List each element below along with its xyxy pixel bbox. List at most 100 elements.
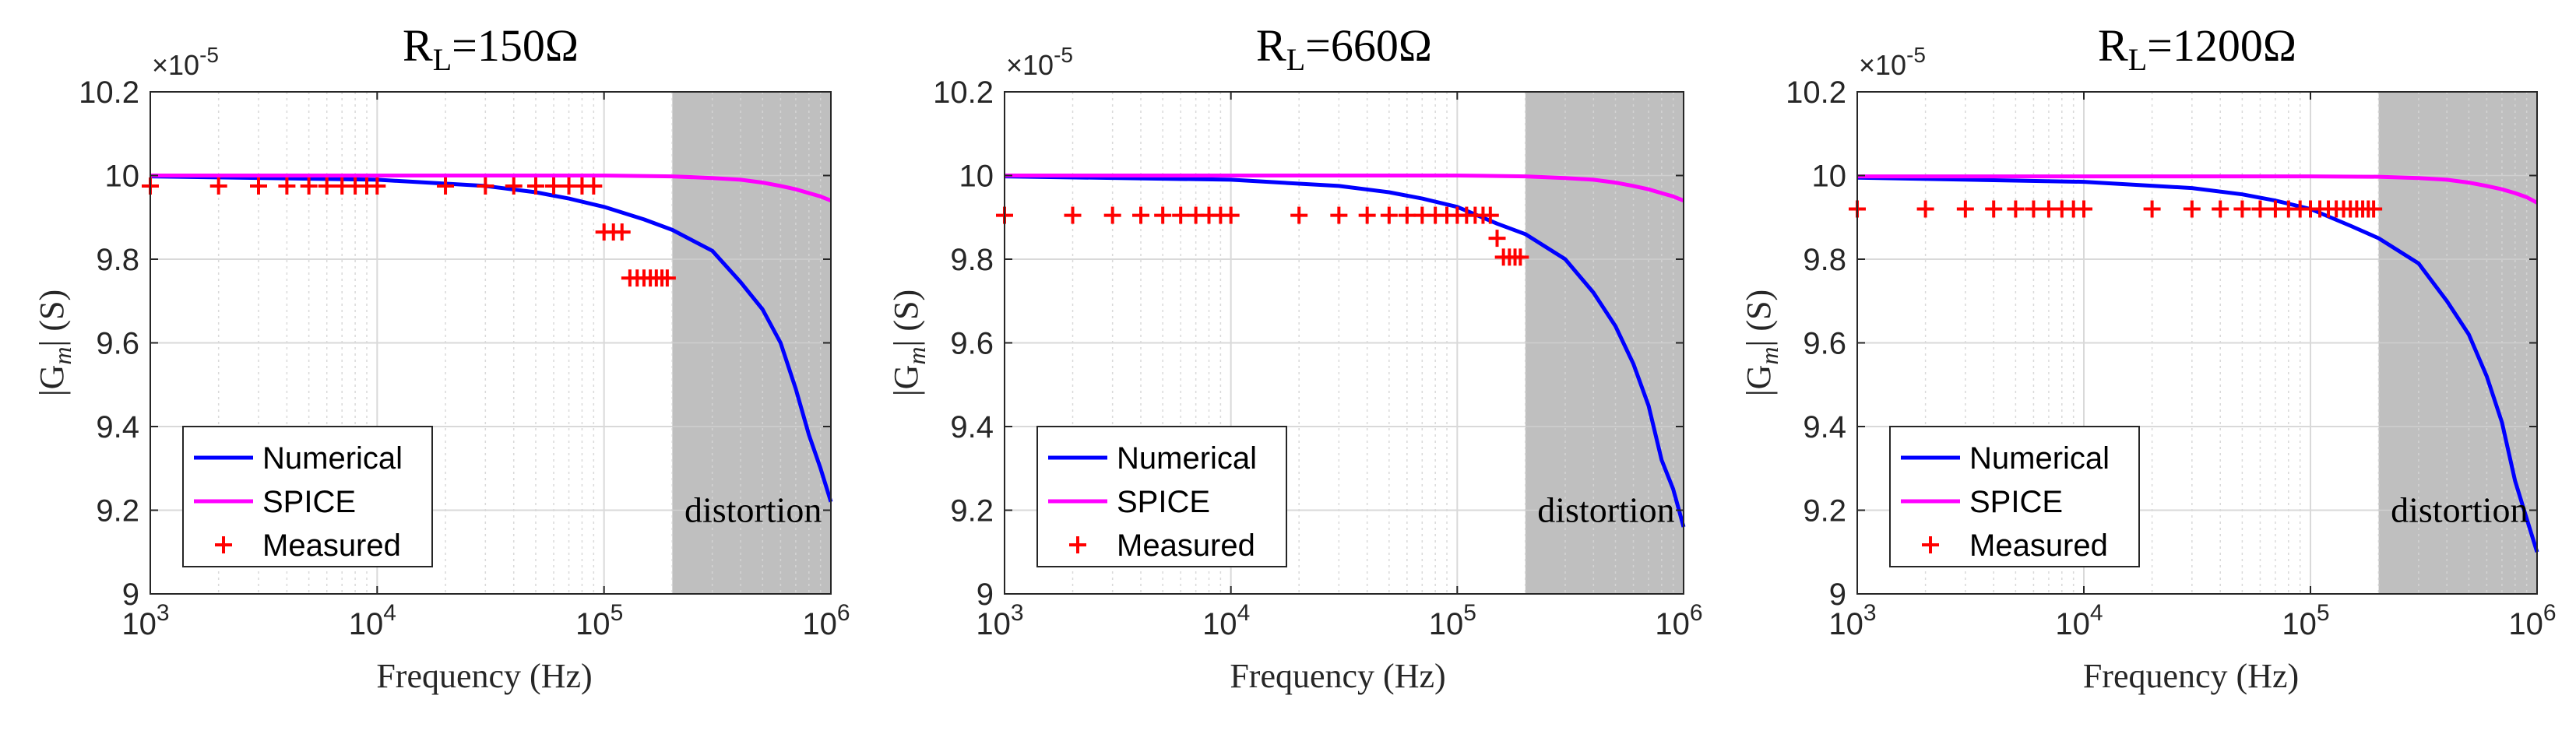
measured-marker: [2212, 200, 2229, 218]
y-axis-label: |Gm| (S): [887, 290, 931, 396]
y-tick-label: 10: [1812, 160, 1847, 194]
legend-label: Numerical: [262, 441, 403, 476]
measured-marker: [2365, 200, 2383, 218]
legend-label: Measured: [1117, 529, 1255, 563]
legend-label: Measured: [262, 529, 401, 563]
series-line-spice: [150, 174, 832, 203]
legend: Numerical SPICE Measured: [1889, 426, 2140, 567]
measured-marker: [658, 269, 676, 287]
measured-marker: [1398, 206, 1416, 224]
measured-marker: [2075, 200, 2092, 218]
x-tick-label: 104: [2055, 600, 2103, 641]
legend-label: Numerical: [1969, 441, 2110, 476]
measured-marker: [2025, 200, 2043, 218]
legend-label: SPICE: [262, 485, 356, 519]
series-line-spice: [1005, 174, 1684, 203]
measured-marker: [1131, 206, 1149, 224]
y-tick-label: 10.2: [933, 76, 994, 110]
measured-marker: [505, 177, 523, 195]
legend-entry: Numerical: [1901, 441, 2110, 476]
y-tick-label: 10.2: [79, 76, 139, 110]
y-axis-label: |Gm| (S): [33, 290, 76, 396]
measured-marker: [278, 177, 296, 195]
measured-marker: [1511, 248, 1529, 266]
legend-label: Measured: [1969, 529, 2108, 563]
measured-marker: [1488, 230, 1506, 248]
measured-marker: [1172, 206, 1190, 224]
x-tick-label: 106: [2508, 600, 2556, 641]
y-tick-label: 9.2: [96, 494, 139, 529]
series-line-numerical: [1856, 175, 2539, 553]
legend-entry: Measured: [1922, 529, 2108, 563]
series-line-numerical: [1004, 174, 1686, 528]
measured-marker: [2183, 200, 2201, 218]
measured-marker: [2143, 200, 2161, 218]
measured-marker: [1290, 206, 1308, 224]
series-line-spice: [1857, 174, 2539, 205]
measured-marker: [1330, 206, 1348, 224]
x-tick-label: 105: [575, 600, 623, 641]
measured-marker: [1064, 206, 1082, 224]
legend-entry: Measured: [215, 529, 401, 563]
y-tick-label: 9.8: [96, 243, 139, 277]
x-tick-label: 105: [1429, 600, 1476, 641]
measured-marker: [1103, 206, 1121, 224]
measured-marker: [1985, 200, 2003, 218]
x-tick-label: 103: [976, 600, 1023, 641]
y-multiplier: ×10-5: [152, 43, 219, 81]
x-tick-label: 104: [349, 600, 396, 641]
series-line-numerical: [150, 174, 833, 503]
x-tick-label: 106: [1655, 600, 1702, 641]
x-tick-label: 106: [802, 600, 850, 641]
measured-marker: [477, 177, 494, 195]
y-tick-label: 9: [977, 578, 994, 612]
y-tick-label: 9.2: [950, 494, 994, 529]
measured-marker: [1358, 206, 1376, 224]
measured-marker: [318, 177, 336, 195]
measured-marker: [1222, 206, 1240, 224]
measured-marker: [250, 177, 268, 195]
chart-title: RL=1200Ω: [2098, 20, 2296, 77]
legend-entry: SPICE: [1901, 485, 2063, 519]
measured-marker: [209, 177, 227, 195]
measured-marker: [1916, 200, 1934, 218]
legend: Numerical SPICE Measured: [1036, 426, 1287, 567]
y-tick-label: 10: [105, 160, 140, 194]
x-tick-label: 105: [2282, 600, 2329, 641]
measured-marker: [613, 223, 631, 241]
distortion-label: distortion: [1537, 490, 1674, 530]
y-tick-label: 9.6: [96, 327, 139, 361]
measured-marker: [2233, 200, 2251, 218]
chart-panel-3: distortion 9 9.2 9.4 9.6 9.8 10 10.2 103 104 105 10…: [1740, 20, 2557, 695]
legend-entry: Measured: [1069, 529, 1255, 563]
legend-label: SPICE: [1117, 485, 1210, 519]
measured-marker: [300, 177, 318, 195]
y-tick-label: 9.6: [950, 327, 994, 361]
measured-marker: [1956, 200, 1974, 218]
y-tick-label: 10.2: [1786, 76, 1846, 110]
measured-marker: [2007, 200, 2025, 218]
y-tick-label: 9.4: [950, 410, 994, 444]
y-tick-label: 9: [122, 578, 139, 612]
chart-panel-1: distortion 9 9.2 9.4 9.6 9.8 10 10.2 103 104 105 10…: [33, 20, 850, 695]
y-tick-label: 9: [1829, 578, 1846, 612]
distortion-label: distortion: [2391, 490, 2528, 530]
x-tick-label: 103: [1828, 600, 1876, 641]
y-axis-label: |Gm| (S): [1740, 290, 1783, 396]
y-tick-label: 9.4: [1803, 410, 1846, 444]
chart-title: RL=150Ω: [403, 20, 579, 77]
measured-marker: [1481, 206, 1499, 224]
legend-entry: SPICE: [194, 485, 356, 519]
y-multiplier: ×10-5: [1859, 43, 1926, 81]
x-tick-label: 103: [121, 600, 169, 641]
x-tick-label: 104: [1202, 600, 1250, 641]
measured-marker: [585, 177, 603, 195]
measured-marker: [368, 177, 386, 195]
x-axis-label: Frequency (Hz): [2083, 657, 2299, 695]
legend-entry: Numerical: [194, 441, 403, 476]
y-tick-label: 10: [959, 160, 994, 194]
y-tick-label: 9.2: [1803, 494, 1846, 529]
legend-label: SPICE: [1969, 485, 2063, 519]
y-tick-label: 9.8: [1803, 243, 1846, 277]
